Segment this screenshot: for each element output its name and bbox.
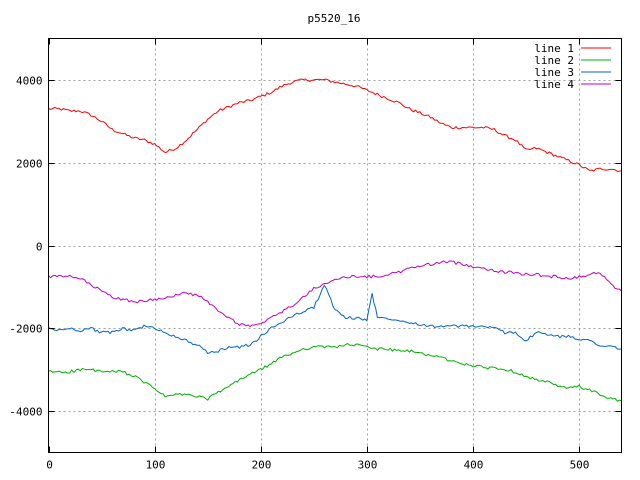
x-tick-label: 100 xyxy=(146,459,166,472)
y-tick-label: -2000 xyxy=(9,323,42,336)
x-tick-label: 200 xyxy=(252,459,272,472)
legend-label: line 2 xyxy=(534,54,574,67)
plot-frame xyxy=(48,38,622,453)
legend-label: line 3 xyxy=(534,66,574,79)
series-line-3 xyxy=(48,284,622,355)
axis-ticks: 0 100 200 300 400 500 -4000 -2000 0 2000 4000 xyxy=(9,38,622,472)
y-tick-label: 0 xyxy=(36,241,43,254)
x-tick-label: 0 xyxy=(46,459,53,472)
y-tick-label: 4000 xyxy=(16,75,43,88)
y-tick-label: -4000 xyxy=(9,406,42,419)
series-group xyxy=(48,78,622,402)
legend-label: line 1 xyxy=(534,42,574,55)
series-line-4 xyxy=(48,260,622,328)
grid xyxy=(48,38,622,453)
series-line-1 xyxy=(48,78,622,172)
y-tick-label: 2000 xyxy=(16,158,43,171)
x-tick-label: 300 xyxy=(358,459,378,472)
series-line-2 xyxy=(48,343,622,402)
legend-label: line 4 xyxy=(534,78,574,91)
x-tick-label: 500 xyxy=(570,459,590,472)
chart-title: p5520_16 xyxy=(308,12,361,25)
x-tick-label: 400 xyxy=(464,459,484,472)
